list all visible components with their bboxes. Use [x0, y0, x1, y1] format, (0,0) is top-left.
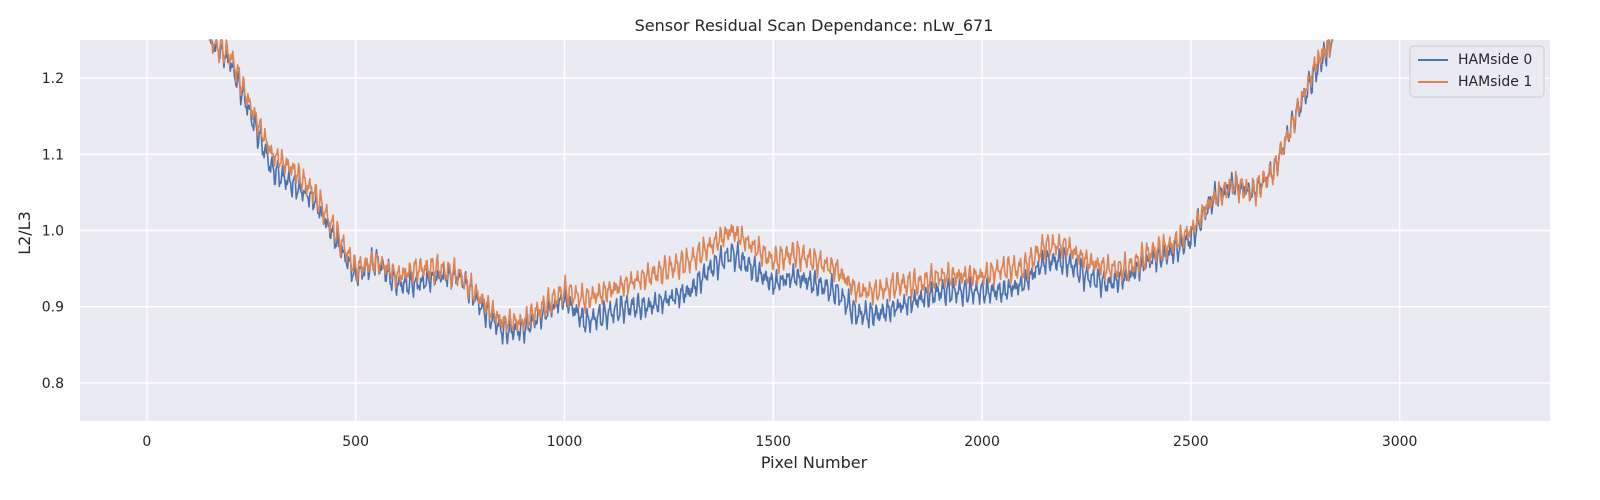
x-tick-label-4: 2000: [964, 434, 1000, 450]
x-tick-label-2: 1000: [547, 434, 583, 450]
series-line-1: [208, 39, 1334, 333]
x-ticks: 0 500 1000 1500 2000 2500 3000: [142, 434, 1417, 450]
x-tick-label-0: 0: [142, 434, 151, 450]
y-axis-label: L2/L3: [15, 211, 34, 255]
y-tick-label-0: 0.8: [42, 376, 64, 392]
grid: [80, 40, 1550, 421]
chart-title: Sensor Residual Scan Dependance: nLw_671: [635, 16, 994, 36]
y-tick-label-3: 1.1: [42, 147, 64, 163]
x-axis-label: Pixel Number: [761, 453, 868, 472]
legend: HAMside 0 HAMside 1: [1409, 45, 1545, 98]
y-tick-label-1: 0.9: [42, 300, 64, 316]
legend-label-hamside-1: HAMside 1: [1458, 74, 1532, 90]
series-layer: [208, 39, 1334, 345]
x-tick-label-6: 3000: [1382, 434, 1418, 450]
x-tick-label-1: 500: [342, 434, 369, 450]
legend-box: [1409, 45, 1545, 98]
legend-label-hamside-0: HAMside 0: [1458, 52, 1532, 68]
y-tick-label-2: 1.0: [42, 224, 64, 240]
y-tick-label-4: 1.2: [42, 71, 64, 87]
y-ticks: 0.8 0.9 1.0 1.1 1.2: [42, 71, 64, 392]
x-tick-label-3: 1500: [755, 434, 791, 450]
x-tick-label-5: 2500: [1173, 434, 1209, 450]
